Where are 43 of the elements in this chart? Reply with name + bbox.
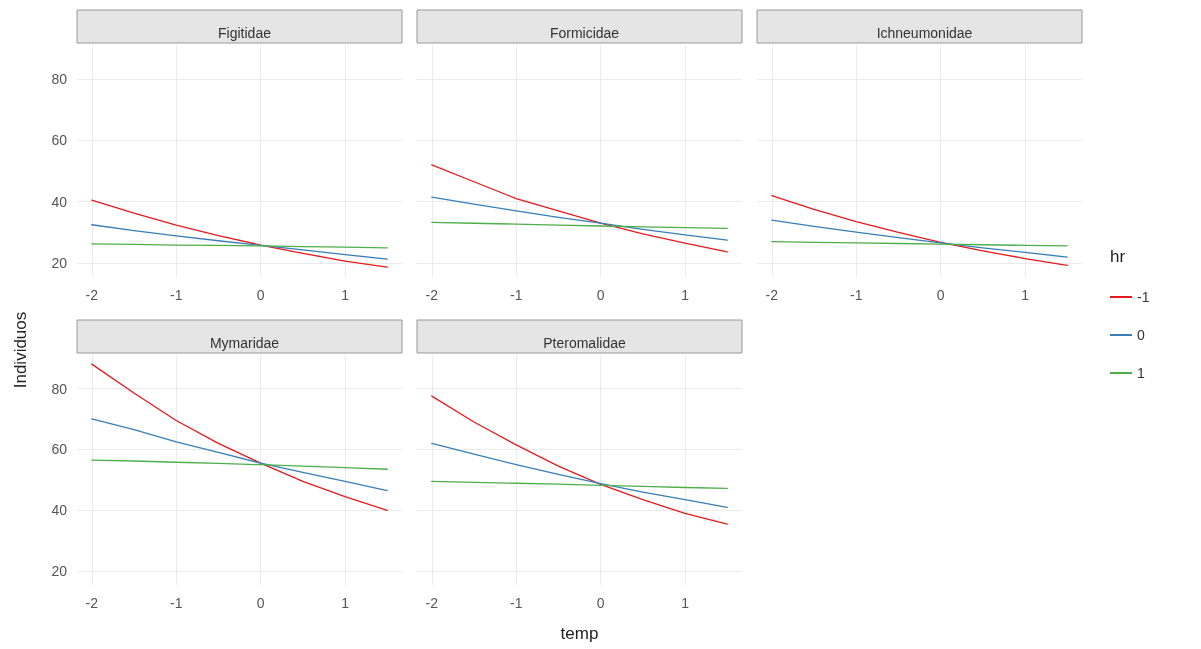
legend-label: 0 xyxy=(1137,327,1145,343)
x-tick-label: -1 xyxy=(509,287,523,303)
chart-title: Pteromalidae xyxy=(543,335,626,351)
y-tick-label: 40 xyxy=(51,193,68,210)
line-series xyxy=(91,224,388,260)
x-tick-label: 0 xyxy=(936,287,945,303)
y-axis-title: Individuos xyxy=(10,311,30,389)
y-tick-label: 20 xyxy=(51,255,68,272)
x-tick-label: 0 xyxy=(596,287,605,303)
x-tick-label: -1 xyxy=(849,287,863,303)
x-axis-title: temp xyxy=(560,624,599,643)
chart-title: Figitidae xyxy=(218,25,272,41)
y-tick-label: 80 xyxy=(51,380,68,397)
x-tick-label: 1 xyxy=(341,595,350,611)
line-series xyxy=(91,199,388,268)
chart-title: Mymaridae xyxy=(209,335,280,351)
x-tick-label: 1 xyxy=(681,287,690,303)
x-tick-label: -1 xyxy=(169,595,183,611)
chart-title: Formicidae xyxy=(549,25,620,41)
x-tick-label: -1 xyxy=(169,287,183,303)
x-tick-label: -2 xyxy=(85,287,99,303)
x-tick-label: 1 xyxy=(681,595,690,611)
x-tick-label: -2 xyxy=(85,595,99,611)
x-tick-label: 1 xyxy=(341,287,350,303)
x-tick-label: -2 xyxy=(425,287,439,303)
line-series xyxy=(91,459,388,470)
legend-label: 1 xyxy=(1137,365,1145,381)
y-tick-label: 60 xyxy=(51,132,68,149)
y-tick-label: 80 xyxy=(51,70,68,87)
legend-title: hr xyxy=(1110,247,1126,266)
x-tick-label: 0 xyxy=(596,595,605,611)
line-series xyxy=(91,363,388,512)
chart-title: Ichneumonidae xyxy=(876,25,973,41)
x-tick-label: -1 xyxy=(509,595,523,611)
y-tick-label: 60 xyxy=(51,441,68,458)
x-tick-label: 1 xyxy=(1021,287,1030,303)
x-tick-label: 0 xyxy=(256,595,265,611)
y-tick-label: 20 xyxy=(51,563,68,580)
x-tick-label: -2 xyxy=(765,287,779,303)
x-tick-label: 0 xyxy=(256,287,265,303)
x-tick-label: -2 xyxy=(425,595,439,611)
y-tick-label: 40 xyxy=(51,502,68,519)
line-series xyxy=(91,418,388,492)
